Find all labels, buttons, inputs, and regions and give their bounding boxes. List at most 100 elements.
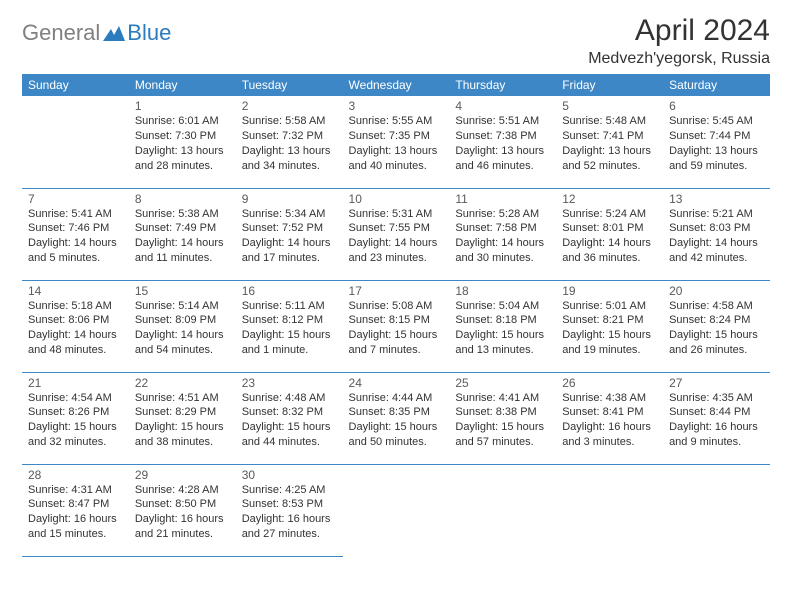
day-info-line: Daylight: 15 hours <box>455 328 550 343</box>
day-info-line: Sunset: 8:01 PM <box>562 221 657 236</box>
day-info-line: Sunrise: 5:55 AM <box>349 114 444 129</box>
day-info-line: Sunset: 8:38 PM <box>455 405 550 420</box>
day-number: 13 <box>669 192 764 206</box>
day-info-line: Daylight: 16 hours <box>242 512 337 527</box>
day-info-line: Daylight: 14 hours <box>669 236 764 251</box>
day-cell: 17Sunrise: 5:08 AMSunset: 8:15 PMDayligh… <box>343 280 450 372</box>
day-number: 27 <box>669 376 764 390</box>
day-info-line: and 15 minutes. <box>28 527 123 542</box>
day-info-line: and 54 minutes. <box>135 343 230 358</box>
day-info-line: Daylight: 16 hours <box>28 512 123 527</box>
weekday-header: Wednesday <box>343 74 450 96</box>
day-info-line: Daylight: 14 hours <box>562 236 657 251</box>
day-info-line: and 40 minutes. <box>349 159 444 174</box>
day-cell: 25Sunrise: 4:41 AMSunset: 8:38 PMDayligh… <box>449 372 556 464</box>
day-cell: 9Sunrise: 5:34 AMSunset: 7:52 PMDaylight… <box>236 188 343 280</box>
day-info-line: Sunrise: 5:21 AM <box>669 207 764 222</box>
day-info-line: and 32 minutes. <box>28 435 123 450</box>
day-info-line: Sunset: 8:47 PM <box>28 497 123 512</box>
day-number: 11 <box>455 192 550 206</box>
day-info-line: Sunset: 8:44 PM <box>669 405 764 420</box>
day-info-line: Sunrise: 4:58 AM <box>669 299 764 314</box>
day-cell: 20Sunrise: 4:58 AMSunset: 8:24 PMDayligh… <box>663 280 770 372</box>
day-info-line: and 3 minutes. <box>562 435 657 450</box>
day-cell: 3Sunrise: 5:55 AMSunset: 7:35 PMDaylight… <box>343 96 450 188</box>
day-info-line: Sunrise: 5:48 AM <box>562 114 657 129</box>
day-info-line: Sunset: 7:52 PM <box>242 221 337 236</box>
day-info-line: Daylight: 13 hours <box>349 144 444 159</box>
day-info-line: Sunrise: 6:01 AM <box>135 114 230 129</box>
day-cell: 2Sunrise: 5:58 AMSunset: 7:32 PMDaylight… <box>236 96 343 188</box>
day-info-line: Sunset: 8:50 PM <box>135 497 230 512</box>
day-info: Sunrise: 4:51 AMSunset: 8:29 PMDaylight:… <box>135 391 230 450</box>
day-info-line: Sunrise: 4:31 AM <box>28 483 123 498</box>
day-info-line: Sunset: 8:15 PM <box>349 313 444 328</box>
day-cell: 5Sunrise: 5:48 AMSunset: 7:41 PMDaylight… <box>556 96 663 188</box>
day-info: Sunrise: 4:48 AMSunset: 8:32 PMDaylight:… <box>242 391 337 450</box>
day-info-line: and 52 minutes. <box>562 159 657 174</box>
day-info: Sunrise: 5:51 AMSunset: 7:38 PMDaylight:… <box>455 114 550 173</box>
day-number: 30 <box>242 468 337 482</box>
day-cell: 14Sunrise: 5:18 AMSunset: 8:06 PMDayligh… <box>22 280 129 372</box>
day-info: Sunrise: 4:31 AMSunset: 8:47 PMDaylight:… <box>28 483 123 542</box>
day-info-line: Sunset: 8:24 PM <box>669 313 764 328</box>
day-info-line: Daylight: 14 hours <box>28 236 123 251</box>
day-info-line: Daylight: 15 hours <box>455 420 550 435</box>
day-info: Sunrise: 5:31 AMSunset: 7:55 PMDaylight:… <box>349 207 444 266</box>
weekday-header: Friday <box>556 74 663 96</box>
day-number: 21 <box>28 376 123 390</box>
logo-text-gray: General <box>22 20 100 46</box>
day-info-line: and 38 minutes. <box>135 435 230 450</box>
day-info-line: Daylight: 14 hours <box>135 328 230 343</box>
day-number: 7 <box>28 192 123 206</box>
day-info-line: and 36 minutes. <box>562 251 657 266</box>
day-cell: 8Sunrise: 5:38 AMSunset: 7:49 PMDaylight… <box>129 188 236 280</box>
day-number: 16 <box>242 284 337 298</box>
day-info-line: Daylight: 13 hours <box>242 144 337 159</box>
day-info-line: Daylight: 14 hours <box>242 236 337 251</box>
day-info-line: Sunset: 8:29 PM <box>135 405 230 420</box>
day-info-line: Sunset: 8:32 PM <box>242 405 337 420</box>
day-cell: 23Sunrise: 4:48 AMSunset: 8:32 PMDayligh… <box>236 372 343 464</box>
day-info-line: Daylight: 13 hours <box>455 144 550 159</box>
day-info-line: Sunrise: 5:01 AM <box>562 299 657 314</box>
weekday-header-row: SundayMondayTuesdayWednesdayThursdayFrid… <box>22 74 770 96</box>
day-info-line: Sunset: 7:58 PM <box>455 221 550 236</box>
day-number: 12 <box>562 192 657 206</box>
day-info: Sunrise: 5:41 AMSunset: 7:46 PMDaylight:… <box>28 207 123 266</box>
weekday-header: Thursday <box>449 74 556 96</box>
day-info-line: Sunrise: 4:51 AM <box>135 391 230 406</box>
day-cell: 26Sunrise: 4:38 AMSunset: 8:41 PMDayligh… <box>556 372 663 464</box>
day-info-line: and 9 minutes. <box>669 435 764 450</box>
day-cell: 21Sunrise: 4:54 AMSunset: 8:26 PMDayligh… <box>22 372 129 464</box>
calendar-page: General Blue April 2024 Medvezh'yegorsk,… <box>0 0 792 557</box>
location-label: Medvezh'yegorsk, Russia <box>588 50 770 68</box>
day-info: Sunrise: 5:24 AMSunset: 8:01 PMDaylight:… <box>562 207 657 266</box>
day-number: 29 <box>135 468 230 482</box>
day-info-line: Sunrise: 5:31 AM <box>349 207 444 222</box>
day-info-line: Sunrise: 4:35 AM <box>669 391 764 406</box>
day-info: Sunrise: 4:35 AMSunset: 8:44 PMDaylight:… <box>669 391 764 450</box>
day-info-line: and 1 minute. <box>242 343 337 358</box>
day-info-line: Sunset: 7:46 PM <box>28 221 123 236</box>
day-info-line: Sunrise: 5:14 AM <box>135 299 230 314</box>
day-number: 19 <box>562 284 657 298</box>
day-info-line: and 17 minutes. <box>242 251 337 266</box>
day-number: 28 <box>28 468 123 482</box>
day-info: Sunrise: 5:58 AMSunset: 7:32 PMDaylight:… <box>242 114 337 173</box>
day-number: 24 <box>349 376 444 390</box>
day-info-line: and 21 minutes. <box>135 527 230 542</box>
day-info-line: Sunset: 7:41 PM <box>562 129 657 144</box>
weekday-header: Saturday <box>663 74 770 96</box>
day-info-line: Daylight: 15 hours <box>562 328 657 343</box>
day-number: 17 <box>349 284 444 298</box>
day-number: 26 <box>562 376 657 390</box>
day-cell: 22Sunrise: 4:51 AMSunset: 8:29 PMDayligh… <box>129 372 236 464</box>
empty-cell <box>663 464 770 556</box>
day-info: Sunrise: 5:21 AMSunset: 8:03 PMDaylight:… <box>669 207 764 266</box>
day-number: 14 <box>28 284 123 298</box>
day-info-line: Sunrise: 4:54 AM <box>28 391 123 406</box>
day-info: Sunrise: 4:38 AMSunset: 8:41 PMDaylight:… <box>562 391 657 450</box>
day-info-line: Sunset: 8:35 PM <box>349 405 444 420</box>
day-info: Sunrise: 5:45 AMSunset: 7:44 PMDaylight:… <box>669 114 764 173</box>
